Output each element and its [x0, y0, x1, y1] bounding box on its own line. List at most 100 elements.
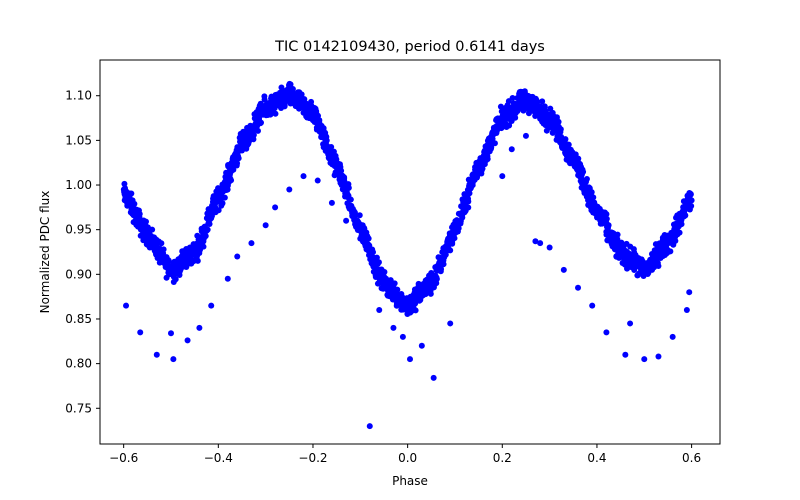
data-point [565, 141, 572, 148]
data-point [488, 144, 495, 151]
outlier-point [669, 333, 676, 340]
data-point [261, 96, 268, 103]
data-point [172, 276, 179, 283]
outlier-point [328, 199, 335, 206]
outlier-point [366, 423, 373, 430]
outlier-point [407, 356, 413, 363]
data-point [204, 226, 211, 233]
outlier-point [167, 330, 174, 337]
data-point [438, 266, 445, 273]
data-point [455, 225, 462, 232]
plot-frame [99, 59, 721, 445]
data-point [250, 131, 257, 138]
data-point [221, 194, 228, 201]
outlier-point [234, 253, 241, 260]
data-point [687, 191, 694, 198]
data-point [272, 110, 279, 117]
outlier-point [546, 244, 553, 251]
data-point [287, 81, 294, 88]
outlier-point [137, 329, 144, 336]
outlier-point [357, 235, 364, 242]
outlier-point [153, 351, 160, 358]
data-point [215, 207, 222, 214]
data-point [365, 235, 372, 242]
data-point [333, 156, 340, 163]
data-point [688, 197, 695, 204]
data-point [347, 196, 354, 203]
data-point [479, 165, 486, 172]
data-point [160, 246, 167, 253]
data-point [583, 176, 590, 182]
x-axis-label: Phase [392, 474, 428, 488]
data-point [539, 98, 546, 105]
outlier-point [622, 351, 629, 358]
data-point [412, 307, 419, 314]
outlier-point [196, 324, 203, 331]
y-tick-label: 0.80 [65, 357, 92, 371]
data-point [206, 221, 213, 228]
data-point [667, 248, 674, 255]
outlier-point [499, 173, 506, 180]
y-axis-label: Normalized PDC flux [38, 191, 52, 314]
y-tick-label: 1.05 [65, 133, 92, 147]
outlier-point [430, 374, 437, 381]
outlier-point [418, 342, 425, 349]
data-point [509, 94, 516, 101]
x-tick-label: 0.4 [587, 451, 606, 465]
data-point [459, 214, 466, 221]
data-point [176, 272, 183, 279]
x-tick-label: −0.6 [109, 451, 138, 465]
data-point [341, 174, 348, 181]
outlier-point [286, 186, 293, 193]
outlier-point [399, 333, 406, 340]
x-axis-ticks: −0.6 −0.4 −0.2 0.0 0.2 0.4 0.6 [109, 444, 701, 465]
data-point [143, 218, 149, 225]
y-tick-label: 1.00 [65, 178, 92, 192]
outlier-point [508, 146, 515, 153]
data-point [672, 237, 679, 244]
outlier-point [224, 275, 231, 282]
data-point [194, 257, 201, 264]
data-point [562, 136, 569, 143]
data-point [165, 257, 172, 264]
data-point [588, 189, 595, 196]
data-point [394, 286, 401, 293]
data-point [228, 177, 235, 184]
data-point [128, 190, 135, 197]
x-tick-label: −0.2 [298, 451, 327, 465]
outlier-point [123, 302, 130, 309]
data-point [512, 114, 519, 121]
data-point [484, 156, 491, 163]
data-point [250, 136, 257, 143]
outlier-point [686, 289, 693, 296]
data-point [465, 195, 472, 202]
data-point [323, 137, 330, 144]
data-point [338, 167, 345, 174]
data-point [381, 269, 388, 276]
outlier-point [683, 307, 690, 314]
data-point [131, 200, 138, 207]
data-point [235, 155, 242, 162]
data-points [120, 80, 695, 430]
data-point [541, 103, 548, 110]
outlier-point [655, 353, 662, 360]
data-point [391, 280, 398, 287]
data-point [158, 240, 165, 247]
outlier-point [376, 307, 383, 314]
data-point [427, 290, 434, 297]
data-point [257, 119, 264, 126]
data-point [505, 122, 512, 129]
chart-title: TIC 0142109430, period 0.6141 days [274, 39, 545, 55]
data-point [678, 221, 685, 228]
data-point [575, 155, 582, 162]
data-point [682, 212, 689, 219]
data-point [433, 275, 440, 282]
data-point [219, 200, 226, 207]
outlier-point [589, 302, 596, 309]
data-point [328, 144, 335, 150]
data-point [555, 118, 562, 125]
outlier-point [627, 320, 634, 327]
data-point [202, 232, 209, 239]
